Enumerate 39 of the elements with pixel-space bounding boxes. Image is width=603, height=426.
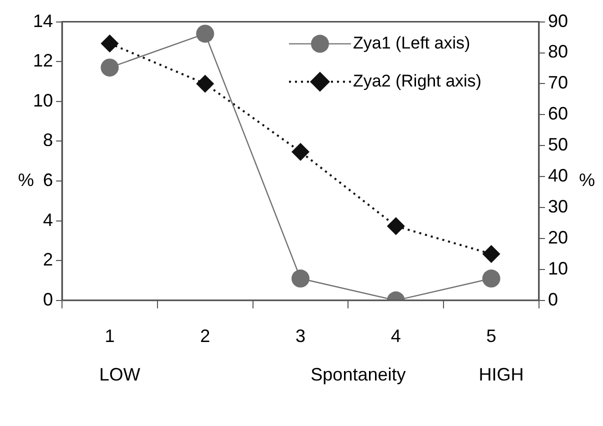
y-tick-label: 2: [43, 250, 54, 270]
y-tick-label: 0: [43, 289, 54, 310]
point: [482, 244, 500, 263]
y-tick-label: 12: [32, 50, 54, 71]
x-tick-label: 1: [104, 326, 115, 346]
y-tick-label: 4: [43, 210, 54, 230]
y2-tick-label: 80: [548, 42, 568, 62]
x-axis-title: Spontaneity: [310, 364, 406, 384]
x-tick-label: 5: [486, 326, 496, 346]
x-tick-label: 3: [295, 326, 306, 346]
legend-label: Zya2 (Right axis): [352, 71, 482, 90]
y2-tick-label: 50: [548, 134, 568, 155]
y2-tick-label: 60: [548, 104, 568, 124]
y2-tick-label: 90: [548, 10, 568, 31]
point: [482, 270, 500, 288]
y2-tick-label: 70: [548, 72, 568, 93]
y2-tick-label: 20: [548, 227, 568, 248]
y2-tick-label: 30: [548, 196, 568, 216]
y-tick-label: 8: [43, 130, 54, 150]
point: [292, 142, 310, 161]
y2-tick-label: 10: [548, 258, 568, 278]
text: HIGH: [478, 364, 524, 384]
x-tick-label: 2: [200, 326, 210, 346]
point: [196, 74, 214, 93]
legend-label: Zya1 (Left axis): [352, 33, 470, 52]
y-tick-label: 10: [32, 90, 54, 110]
point: [292, 270, 310, 288]
point: [196, 24, 214, 43]
point: [386, 217, 405, 236]
y-tick-label: 6: [43, 170, 54, 190]
y-tick-label: 14: [32, 10, 54, 31]
y2-tick-label: 40: [548, 166, 568, 186]
text: LOW: [99, 364, 140, 384]
x-tick-label: 4: [390, 326, 401, 346]
y-axis-title: %: [18, 170, 34, 190]
point: [100, 58, 119, 77]
y2-axis-title: %: [578, 170, 596, 190]
point: [100, 34, 119, 52]
y2-tick-label: 0: [548, 289, 558, 310]
